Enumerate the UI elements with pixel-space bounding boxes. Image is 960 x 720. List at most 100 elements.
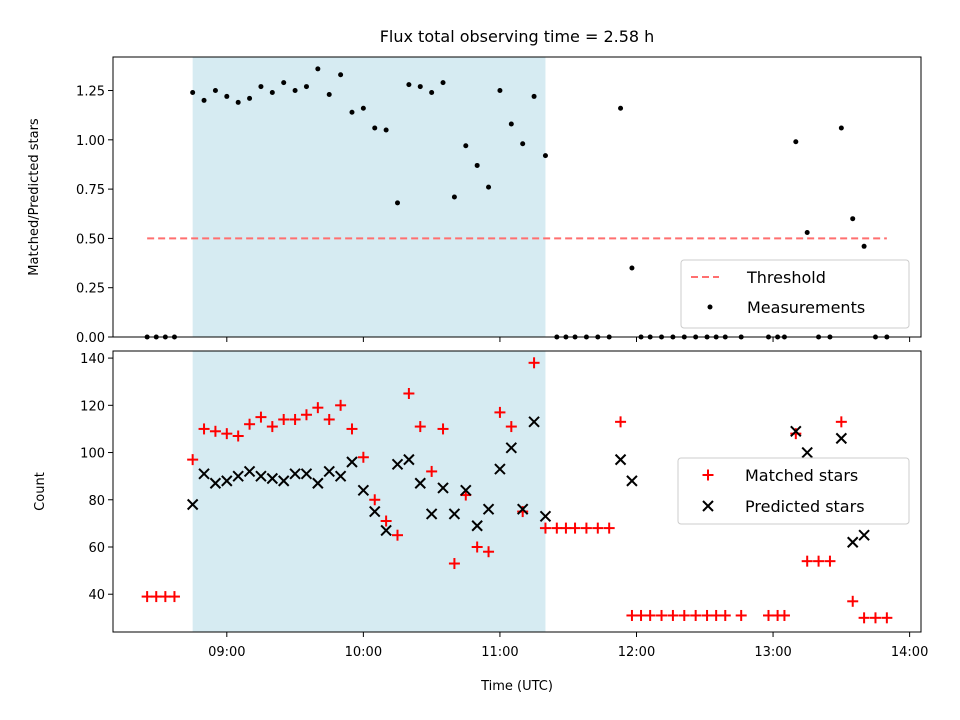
- measurement-point: [303, 84, 309, 90]
- matched-star-point: [255, 411, 267, 423]
- measurement-point: [247, 95, 253, 101]
- measurement-point: [292, 88, 298, 94]
- matched-star-point: [369, 494, 381, 506]
- matched-star-point: [615, 416, 627, 428]
- matched-star-point: [569, 522, 581, 534]
- xtick-label: 10:00: [345, 645, 382, 660]
- bottom-ytick-label: 60: [88, 541, 105, 556]
- predicted-star-point: [277, 475, 290, 487]
- matched-star-point: [719, 609, 731, 621]
- measurement-point: [793, 139, 799, 145]
- measurement-point: [463, 143, 469, 149]
- predicted-star-point: [425, 508, 438, 520]
- bottom-y-axis-label: Count: [33, 472, 48, 511]
- matched-star-point: [335, 399, 347, 411]
- matched-star-point: [221, 428, 233, 440]
- matched-star-point: [505, 421, 517, 433]
- matched-star-point: [209, 425, 221, 437]
- predicted-star-point: [858, 529, 870, 541]
- matched-star-point: [690, 609, 702, 621]
- matched-star-point: [592, 522, 604, 534]
- top-ytick-label: 1.25: [76, 85, 105, 100]
- measurement-point: [406, 82, 412, 88]
- matched-star-point: [847, 595, 859, 607]
- bottom-axes-frame: [112, 350, 922, 633]
- measurement-point: [440, 80, 446, 86]
- predicted-star-point: [221, 475, 233, 487]
- matched-star-point: [266, 421, 278, 433]
- bottom-ytick-label: 40: [88, 588, 105, 603]
- top-chart-title: Flux total observing time = 2.58 h: [380, 27, 655, 46]
- matched-star-point: [300, 409, 312, 421]
- predicted-star-point: [323, 465, 335, 478]
- measurement-point: [804, 229, 810, 235]
- matched-star-point: [778, 609, 790, 621]
- matched-star-point: [312, 402, 324, 414]
- top-ytick-label: 0.50: [76, 232, 105, 247]
- matched-star-point: [346, 423, 358, 435]
- predicted-star-point: [266, 472, 279, 485]
- xtick-label: 13:00: [754, 645, 791, 660]
- top-ytick-label: 1.00: [76, 134, 105, 149]
- xtick-label: 12:00: [618, 645, 655, 660]
- measurement-point: [224, 93, 230, 99]
- legend-measurements-label: Measurements: [747, 298, 865, 317]
- matched-star-point: [735, 609, 747, 621]
- matched-star-point: [392, 529, 404, 541]
- measurement-point: [395, 200, 401, 206]
- legend-predicted-label: Predicted stars: [745, 497, 865, 516]
- bottom-ytick-label: 80: [88, 494, 105, 509]
- matched-star-point: [357, 451, 369, 463]
- measurement-point: [269, 89, 275, 95]
- matched-star-point: [644, 609, 656, 621]
- measurement-point: [508, 121, 514, 127]
- measurement-point: [629, 265, 635, 271]
- matched-star-point: [539, 522, 551, 534]
- bottom-highlight-span: [192, 351, 546, 632]
- matched-star-point: [448, 558, 460, 570]
- matched-star-point: [232, 430, 244, 442]
- predicted-star-point: [494, 463, 506, 475]
- predicted-star-point: [300, 468, 313, 480]
- predicted-star-point: [614, 453, 627, 466]
- matched-star-point: [869, 612, 881, 624]
- predicted-star-point: [801, 446, 813, 459]
- top-legend-box: [680, 259, 910, 329]
- measurement-point: [497, 88, 503, 94]
- matched-star-point: [494, 406, 506, 418]
- xtick-label: 14:00: [891, 645, 928, 660]
- predicted-star-point: [482, 503, 495, 515]
- legend-measurements-swatch: [707, 304, 713, 310]
- predicted-star-point: [528, 416, 540, 428]
- measurement-point: [338, 72, 344, 78]
- measurement-point: [486, 184, 492, 190]
- predicted-star-point: [448, 508, 461, 520]
- measurement-point: [542, 153, 548, 159]
- matched-star-point: [414, 421, 426, 433]
- top-highlight-span: [192, 57, 546, 337]
- matched-star-point: [278, 413, 290, 425]
- bottom-ytick-label: 140: [80, 352, 105, 367]
- measurement-point: [326, 91, 332, 97]
- predicted-star-point: [209, 477, 222, 489]
- measurement-point: [417, 84, 423, 90]
- matched-star-point: [881, 612, 893, 624]
- measurement-point: [372, 125, 378, 131]
- matched-star-point: [858, 612, 870, 624]
- predicted-star-point: [516, 503, 529, 515]
- predicted-star-point: [460, 484, 472, 497]
- predicted-star-point: [471, 520, 483, 532]
- matched-star-point: [380, 515, 392, 527]
- matched-star-point: [289, 413, 301, 425]
- predicted-star-point: [380, 524, 392, 537]
- matched-star-point: [483, 546, 495, 558]
- legend-threshold-label: Threshold: [746, 268, 826, 287]
- measurement-point: [429, 89, 435, 95]
- legend-matched-label: Matched stars: [745, 466, 858, 485]
- bottom-panel: 40 60 80 100 120 140 09:00 10:00 11:00 12:00 13:0…: [33, 350, 928, 694]
- predicted-star-point: [437, 482, 449, 494]
- predicted-star-point: [186, 498, 199, 511]
- predicted-star-point: [232, 470, 244, 482]
- measurement-point: [212, 88, 218, 94]
